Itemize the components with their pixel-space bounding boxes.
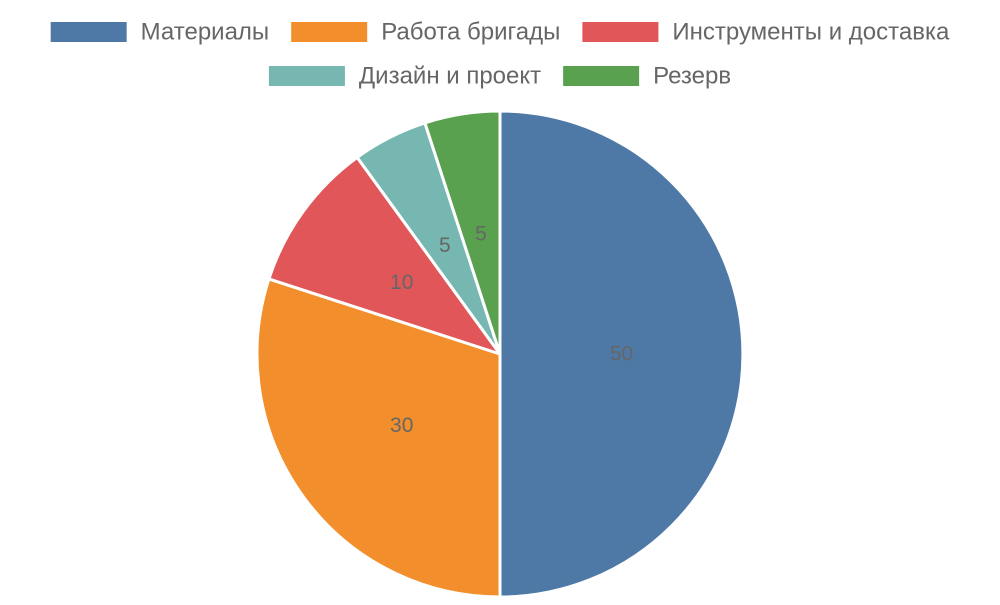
pie-slice-value-label-5: 5 <box>475 222 487 245</box>
legend-label: Резерв <box>653 63 731 90</box>
legend-swatch <box>268 66 345 86</box>
legend-swatch <box>563 66 640 86</box>
pie-slices <box>255 109 745 599</box>
legend-swatch <box>291 22 368 42</box>
pie-slice-3 <box>267 155 502 356</box>
legend-item-1[interactable]: Материалы <box>50 19 270 46</box>
legend-label: Инструменты и доставка <box>672 19 950 46</box>
legend-swatch <box>582 22 659 42</box>
pie-value-labels: 50 30 10 5 5 <box>390 222 633 436</box>
pie-slice-value-label-2: 30 <box>390 414 413 437</box>
legend-label: Материалы <box>141 19 270 46</box>
legend: Материалы Работа бригады Инструменты и дос… <box>50 19 950 90</box>
legend-item-5[interactable]: Резерв <box>563 63 731 90</box>
legend-label: Работа бригады <box>381 19 560 46</box>
pie-slice-1 <box>498 109 745 599</box>
pie-slice-value-label-1: 50 <box>610 343 633 366</box>
pie-slice-5 <box>423 109 502 356</box>
pie-slice-2 <box>255 277 502 599</box>
legend-item-2[interactable]: Работа бригады <box>291 19 560 46</box>
legend-label: Дизайн и проект <box>359 63 541 90</box>
pie-slice-value-label-3: 10 <box>390 271 413 294</box>
legend-swatch <box>50 22 127 42</box>
pie-slice-value-label-4: 5 <box>439 234 451 257</box>
legend-item-4[interactable]: Дизайн и проект <box>268 63 541 90</box>
legend-item-3[interactable]: Инструменты и доставка <box>582 19 950 46</box>
